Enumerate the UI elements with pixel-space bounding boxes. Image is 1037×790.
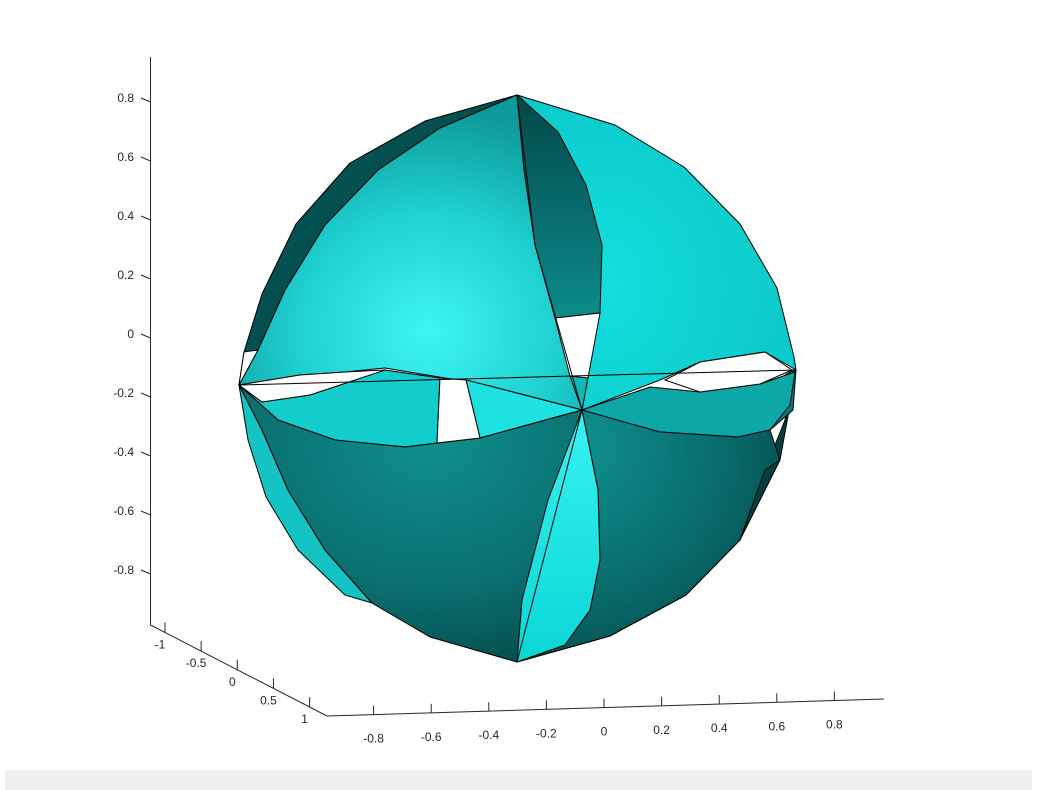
x-tick-label: 0 xyxy=(601,725,608,739)
z-tick-mark xyxy=(140,274,151,280)
x-axis-line xyxy=(326,698,885,717)
y-axis-ticks: -1 -0.5 0 0.5 1 xyxy=(155,622,311,726)
y-tick-label: 1 xyxy=(301,712,308,726)
y-tick-label: 0.5 xyxy=(260,693,277,707)
z-tick-label: 0.8 xyxy=(117,91,134,105)
z-tick-label: -0.4 xyxy=(113,445,134,459)
x-tick-label: 0.6 xyxy=(768,719,785,733)
seam-line xyxy=(516,94,536,246)
figure-status-strip xyxy=(5,770,1032,790)
x-tick-label: -0.2 xyxy=(536,726,557,740)
gap-upper-center xyxy=(554,312,601,379)
z-tick-mark xyxy=(140,333,151,339)
z-tick-label: -0.2 xyxy=(113,386,134,400)
z-tick-mark xyxy=(140,569,151,575)
y-tick-label: 0 xyxy=(229,675,236,689)
z-tick-mark xyxy=(140,510,151,516)
y-tick-label: -0.5 xyxy=(186,656,207,670)
z-tick-mark xyxy=(140,156,151,162)
z-tick-mark xyxy=(140,392,151,398)
y-axis-line xyxy=(150,624,328,717)
z-tick-label: 0.4 xyxy=(117,209,134,223)
x-tick-label: 0.2 xyxy=(653,723,670,737)
x-tick-label: 0.8 xyxy=(826,718,843,732)
x-axis-ticks: -0.8 -0.6 -0.4 -0.2 0 0.2 0.4 0.6 0.8 xyxy=(363,691,843,746)
y-tick-label: -1 xyxy=(155,637,166,651)
z-tick-label: 0.2 xyxy=(117,268,134,282)
z-tick-label: -0.8 xyxy=(113,563,134,577)
z-tick-mark xyxy=(140,97,151,103)
surface-seams xyxy=(238,94,797,663)
z-axis-ticks: 0.8 0.6 0.4 0.2 0 -0.2 -0.4 -0.6 -0.8 xyxy=(113,91,151,577)
seam-line xyxy=(238,369,797,386)
z-tick-label: 0.6 xyxy=(117,150,134,164)
seam-line xyxy=(516,409,583,663)
x-tick-label: -0.4 xyxy=(478,728,499,742)
gap-left-slit xyxy=(237,369,386,403)
z-tick-label: 0 xyxy=(127,327,134,341)
x-tick-label: 0.4 xyxy=(711,721,728,735)
seam-line xyxy=(534,244,583,411)
z-tick-label: -0.6 xyxy=(113,504,134,518)
z-tick-mark xyxy=(140,215,151,221)
axes-frame xyxy=(150,57,885,717)
surface-twist-strip-bottom xyxy=(516,409,601,663)
z-tick-mark xyxy=(140,451,151,457)
x-tick-label: -0.6 xyxy=(421,730,442,744)
sphere-surface xyxy=(238,94,797,663)
gap-upper-left-slit xyxy=(238,349,259,386)
x-tick-label: -0.8 xyxy=(363,732,384,746)
